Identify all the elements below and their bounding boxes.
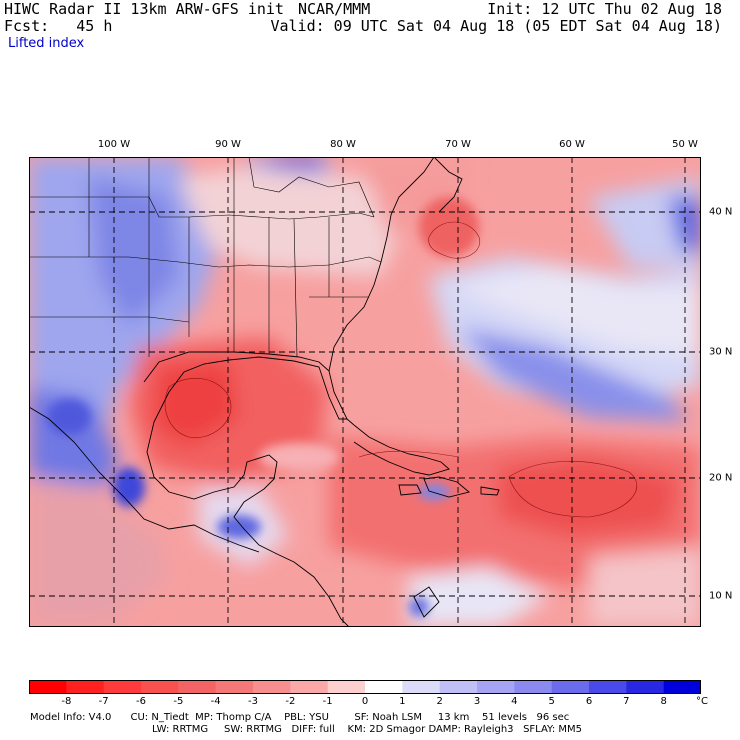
colorbar-tick-label: -7	[98, 696, 109, 707]
lon-label-100w: 100 W	[97, 139, 131, 150]
colorbar-tick-label: 3	[473, 696, 481, 707]
lat-label-40n: 40 N	[709, 206, 733, 218]
colorbar-swatch	[551, 680, 590, 694]
lon-label-60w: 60 W	[559, 139, 585, 150]
colorbar-tick-label: -6	[136, 696, 146, 707]
lat-label-30n: 30 N	[709, 346, 733, 358]
colorbar-tick-label: 0	[361, 696, 369, 707]
colorbar-tick-label: 2	[436, 696, 443, 707]
colorbar-swatch	[589, 680, 627, 694]
colorbar-frame	[29, 680, 701, 694]
colorbar-swatch	[514, 680, 553, 694]
colorbar-swatch	[477, 680, 515, 694]
colorbar-swatch	[365, 680, 403, 694]
colorbar-swatch	[103, 680, 142, 694]
lon-label-50w: 50 W	[672, 139, 698, 150]
colorbar-swatch	[327, 680, 366, 694]
colorbar-tick-label: -4	[210, 696, 221, 707]
colorbar-swatch	[402, 680, 441, 694]
colorbar-swatch	[66, 680, 105, 694]
colorbar-tick-label: 6	[585, 696, 593, 707]
lon-label-80w: 80 W	[330, 139, 356, 150]
lon-label-90w: 90 W	[215, 139, 241, 150]
colorbar-swatch	[141, 680, 179, 694]
colorbar-tick-label: -5	[173, 696, 184, 707]
colorbar	[29, 680, 701, 694]
forecast-hour: Fcst: 45 h	[4, 17, 113, 35]
colorbar-tick-label: -8	[61, 696, 72, 707]
lon-label-70w: 70 W	[445, 139, 471, 150]
colorbar-swatch	[663, 680, 701, 694]
colorbar-tick-label: 1	[399, 696, 406, 707]
colorbar-swatch	[215, 680, 254, 694]
coastlines	[29, 157, 500, 627]
colorbar-swatch	[626, 680, 665, 694]
colorbar-tick-label: -1	[322, 696, 333, 707]
colorbar-tick-label: -2	[285, 696, 296, 707]
colorbar-tick-label: 4	[511, 696, 518, 707]
contour-lines	[164, 221, 638, 518]
colorbar-swatch	[29, 680, 67, 694]
colorbar-swatch	[290, 680, 329, 694]
colorbar-tick-label: 5	[548, 696, 555, 707]
lat-lon-grid	[29, 157, 701, 627]
lifted-index-map	[29, 157, 701, 627]
colorbar-unit: °C	[696, 696, 708, 707]
field-name: Lifted index	[8, 36, 85, 51]
state-borders	[29, 157, 382, 358]
colorbar-tick-label: 8	[660, 696, 667, 707]
colorbar-swatch	[178, 680, 217, 694]
map-frame	[29, 157, 701, 627]
field-shading-detail	[47, 197, 479, 617]
model-title: HIWC Radar II 13km ARW-GFS init	[4, 0, 284, 18]
colorbar-tick-label: 7	[623, 696, 630, 707]
model-info-line-2: LW: RRTMG SW: RRTMG DIFF: full KM: 2D Sm…	[152, 724, 582, 735]
source-label: NCAR/MMM	[298, 0, 371, 18]
colorbar-swatch	[253, 680, 291, 694]
lat-label-10n: 10 N	[709, 590, 733, 602]
init-time: Init: 12 UTC Thu 02 Aug 18	[487, 0, 722, 18]
model-info-line-1: Model Info: V4.0 CU: N_Tiedt MP: Thomp C…	[30, 712, 570, 723]
valid-time: Valid: 09 UTC Sat 04 Aug 18 (05 EDT Sat …	[270, 17, 722, 35]
colorbar-swatch	[439, 680, 478, 694]
lat-label-20n: 20 N	[709, 472, 733, 484]
colorbar-tick-label: -3	[248, 696, 258, 707]
